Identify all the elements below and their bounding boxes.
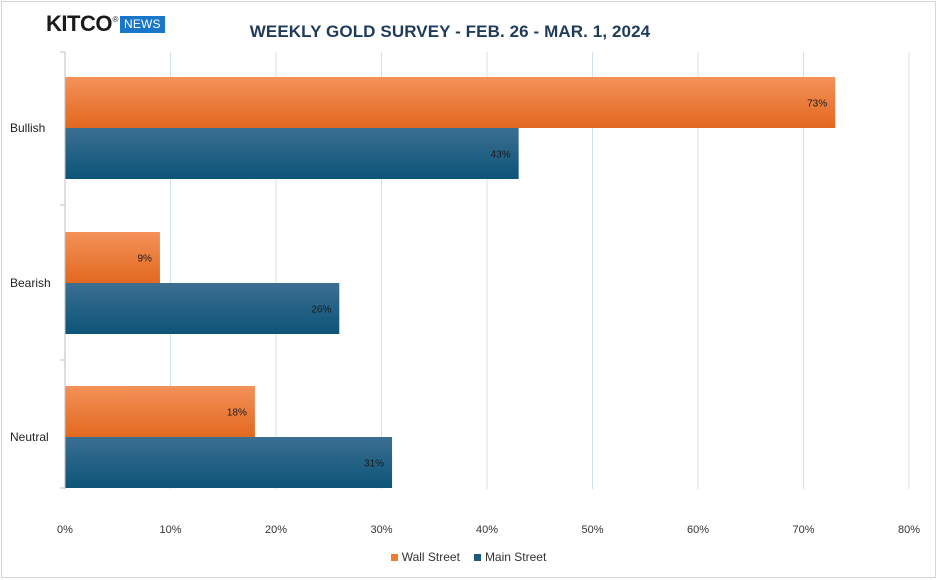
data-label-main-street-bullish: 43% — [491, 150, 511, 161]
data-label-main-street-bearish: 26% — [311, 305, 331, 316]
bar-main-street-bullish — [65, 128, 519, 179]
data-label-wall-street-neutral: 18% — [227, 408, 247, 419]
bars — [65, 77, 836, 488]
x-tick-label-40: 40% — [476, 524, 498, 536]
legend-label-wall-street: Wall Street — [401, 550, 460, 564]
category-label-bullish: Bullish — [10, 121, 45, 135]
legend-item-wall-street: Wall Street — [390, 550, 460, 564]
x-tick-label-20: 20% — [265, 524, 287, 536]
legend-swatch-main-street — [473, 553, 481, 561]
bar-wall-street-neutral — [65, 386, 255, 437]
x-tick-label-10: 10% — [159, 524, 181, 536]
x-tick-label-30: 30% — [370, 524, 392, 536]
axes: 0% 10% 20% 30% 40% 50% 60% 70% 80% Bullish Bearish… — [10, 51, 920, 536]
data-label-main-street-neutral: 31% — [364, 459, 384, 470]
x-tick-label-80: 80% — [898, 524, 920, 536]
bar-main-street-neutral — [65, 437, 393, 488]
x-tick-label-60: 60% — [687, 524, 709, 536]
legend-swatch-wall-street — [390, 553, 398, 561]
x-tick-label-50: 50% — [581, 524, 603, 536]
registered-mark: ® — [112, 15, 119, 24]
x-tick-label-0: 0% — [57, 524, 73, 536]
x-tick-label-70: 70% — [792, 524, 814, 536]
category-label-neutral: Neutral — [10, 430, 49, 444]
bar-wall-street-bullish — [65, 77, 836, 128]
data-label-wall-street-bearish: 9% — [137, 254, 152, 265]
data-label-wall-street-bullish: 73% — [807, 99, 827, 110]
legend: Wall Street Main Street — [0, 550, 937, 564]
data-labels: 73% 43% 9% 26% 18% 31% — [137, 99, 827, 470]
legend-item-main-street: Main Street — [473, 550, 547, 564]
bar-wall-street-bearish — [65, 232, 160, 283]
category-label-bearish: Bearish — [10, 276, 51, 290]
bar-main-street-bearish — [65, 283, 340, 334]
logo-wordmark: KITCO ® — [46, 11, 118, 36]
legend-label-main-street: Main Street — [484, 550, 547, 564]
kitco-news-logo: KITCO ® NEWS — [46, 11, 165, 36]
chart-title: WEEKLY GOLD SURVEY - FEB. 26 - MAR. 1, 2… — [249, 22, 651, 41]
logo-news-badge: NEWS — [119, 15, 165, 33]
